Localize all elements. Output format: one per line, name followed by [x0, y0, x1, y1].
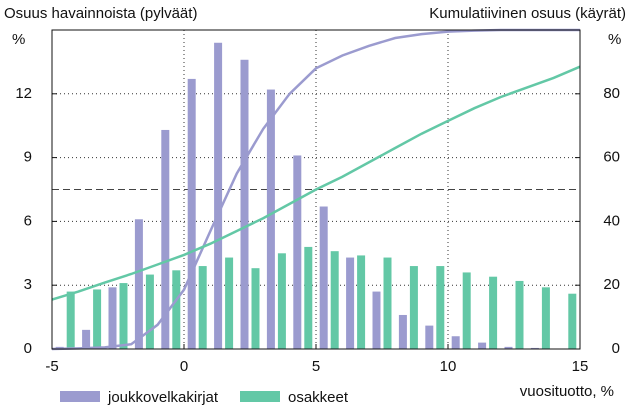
bar: [187, 78, 196, 349]
bar: [504, 346, 513, 349]
y2-tick-label: 40: [603, 212, 620, 229]
bar: [357, 255, 366, 349]
y2-tick-label: 80: [603, 85, 620, 102]
legend-swatch: [240, 391, 280, 402]
bar: [119, 283, 128, 349]
bar: [398, 314, 407, 349]
x-tick-label: 10: [440, 358, 457, 375]
y2-tick-label: 60: [603, 149, 620, 166]
y2-title: Kumulatiivinen osuus (käyrät): [429, 5, 626, 22]
bar: [409, 266, 418, 349]
y2-tick-label: 0: [612, 340, 620, 357]
bar: [198, 266, 207, 349]
legend-label: joukkovelkakirjat: [107, 389, 219, 406]
bar: [293, 155, 302, 349]
x-axis-label: vuosituotto, %: [520, 383, 614, 400]
bar: [346, 257, 355, 349]
plot-frame: [51, 29, 581, 350]
bar: [172, 270, 181, 349]
bar: [161, 129, 170, 349]
bar: [66, 291, 75, 349]
legend-swatch: [60, 391, 100, 402]
y-tick-label: 3: [24, 276, 32, 293]
y-tick-label: 6: [24, 212, 32, 229]
y-tick-label: 9: [24, 149, 32, 166]
bar: [82, 329, 91, 349]
bar: [383, 257, 392, 349]
bar: [462, 272, 471, 349]
bar: [530, 347, 539, 349]
x-tick-label: 15: [572, 358, 589, 375]
bar: [541, 287, 550, 349]
y2-tick-label: 20: [603, 276, 620, 293]
bar: [436, 266, 445, 349]
chart-title: Osuus havainnoista (pylväät): [4, 5, 197, 22]
y2-unit-label: %: [608, 31, 621, 48]
bar: [214, 42, 223, 349]
bar: [225, 257, 234, 349]
legend-label: osakkeet: [288, 389, 349, 406]
bar: [451, 336, 460, 349]
bar: [251, 268, 260, 349]
bar: [277, 253, 286, 349]
bar: [425, 325, 434, 349]
bar: [372, 291, 381, 349]
x-tick-label: 0: [180, 358, 188, 375]
bar: [489, 276, 498, 349]
bar: [108, 287, 117, 349]
bar: [330, 251, 339, 349]
bar: [304, 246, 313, 349]
y-tick-label: 0: [24, 340, 32, 357]
bar: [568, 293, 577, 349]
bar: [93, 289, 102, 349]
x-tick-label: 5: [312, 358, 320, 375]
bar: [145, 274, 154, 349]
bar: [319, 206, 328, 349]
x-tick-label: -5: [45, 358, 58, 375]
bar: [240, 59, 249, 349]
bar: [134, 219, 143, 349]
bar: [478, 342, 487, 349]
bar: [515, 280, 524, 349]
cumulative-line: [51, 65, 581, 301]
bar: [266, 89, 275, 350]
y-unit-label: %: [12, 31, 25, 48]
y-tick-label: 12: [15, 85, 32, 102]
